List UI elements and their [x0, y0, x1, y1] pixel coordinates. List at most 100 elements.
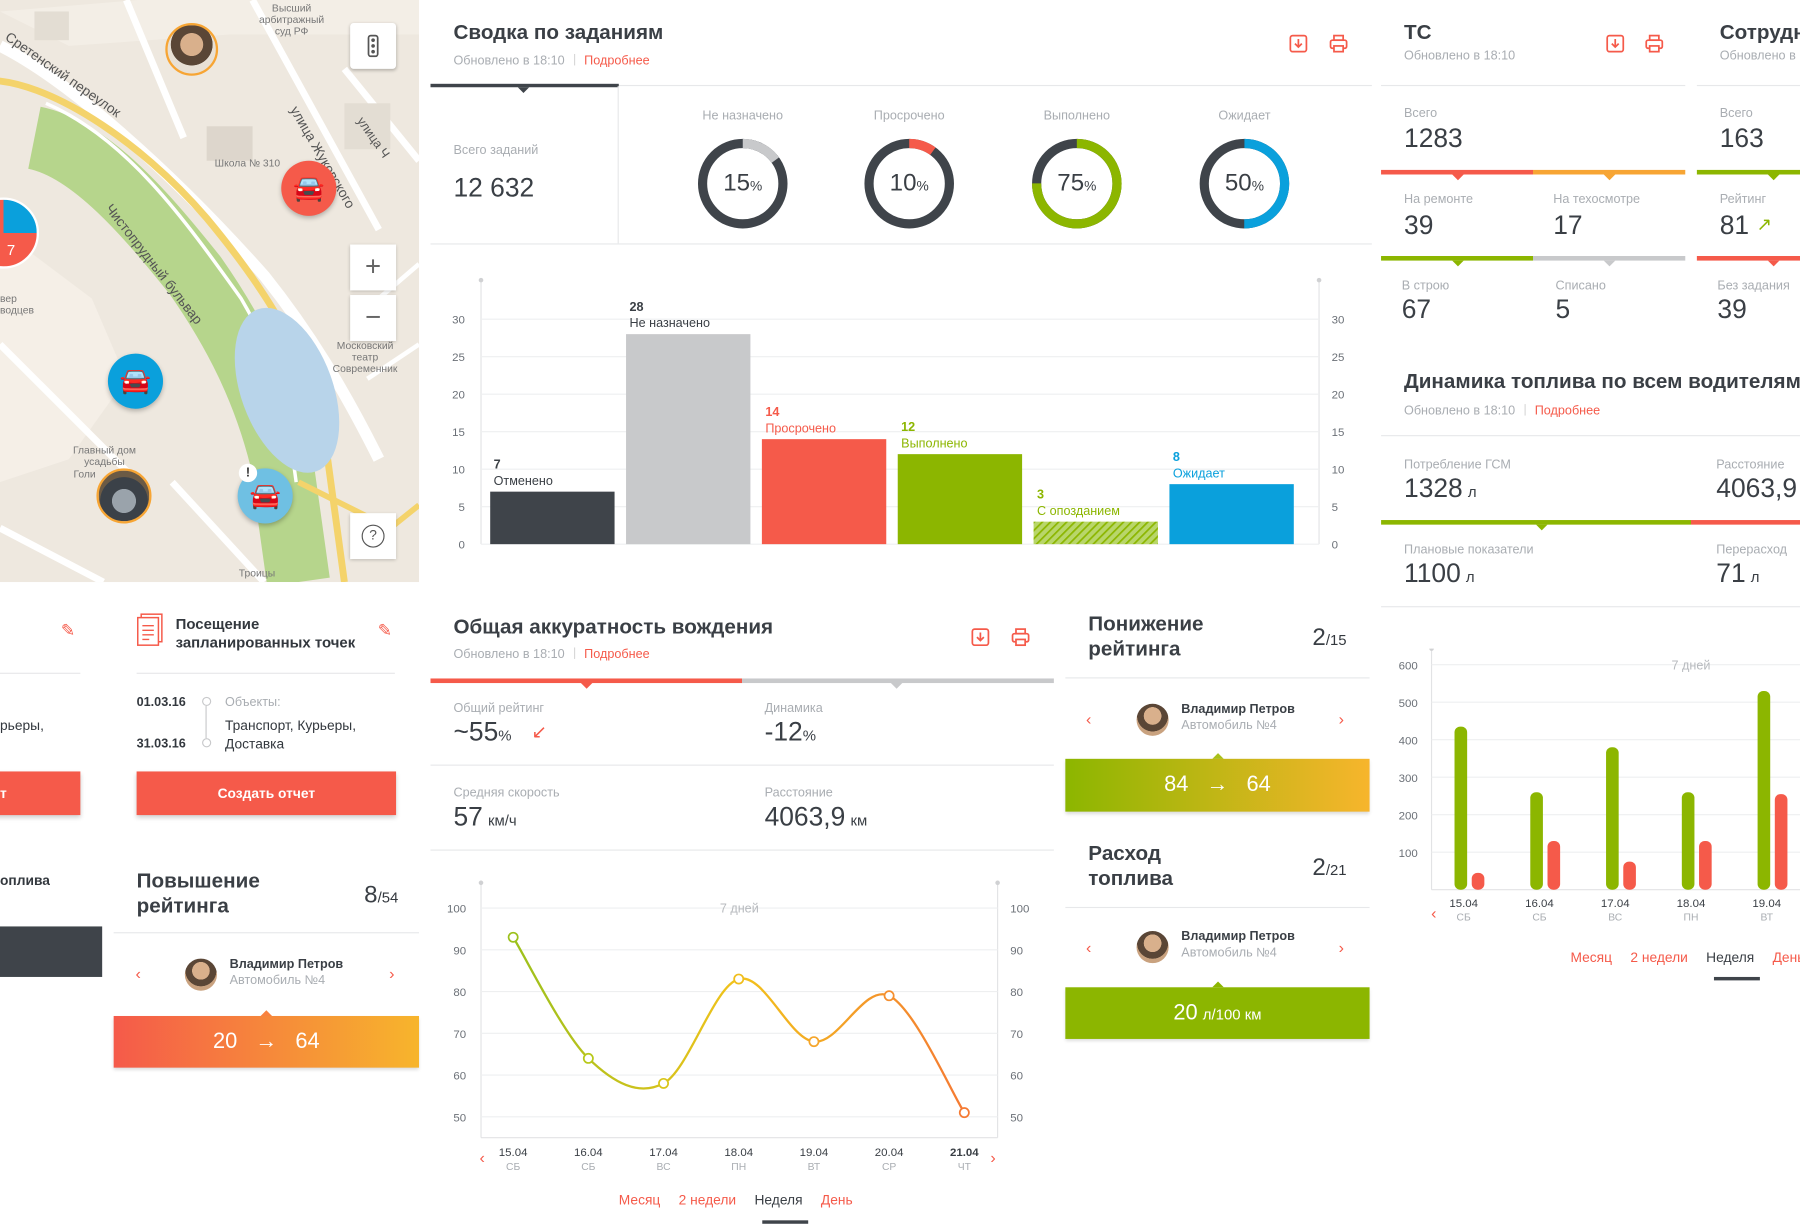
fuel-use-card: Расход топлива 2/21 ‹ Владимир Петров Авт…: [1065, 827, 1370, 1045]
map-canvas: [0, 0, 420, 583]
accuracy-bar: [430, 678, 1054, 684]
y-tick-label-right: 30: [1332, 315, 1345, 327]
traffic-light-icon: [367, 34, 379, 57]
fuel-bar-chart: 100 200 300 400 500 600 7 дней 15.04 СБ 16.04 СБ 17…: [1399, 648, 1800, 924]
y-tick-label: 70: [453, 1029, 466, 1041]
bar-green: [1530, 792, 1543, 890]
partial-button[interactable]: т: [0, 771, 81, 816]
prev-button[interactable]: ‹: [1086, 709, 1092, 728]
objects-label: Объекты:: [225, 695, 281, 710]
map-poi-label: Московский театр Современник: [332, 339, 398, 375]
data-point: [883, 990, 895, 1002]
card-title: Посещение запланированных точек: [176, 615, 356, 652]
active-tab-indicator: [430, 83, 619, 88]
x-day-label: СБ: [506, 1162, 520, 1173]
prev-button[interactable]: ‹: [1086, 937, 1092, 957]
y-tick-label-right: 0: [1332, 540, 1338, 552]
print-icon: [1011, 628, 1030, 647]
rating-from: 84: [1164, 772, 1189, 797]
help-button[interactable]: ?: [350, 513, 397, 560]
stat-unit: км: [850, 811, 868, 829]
stat-unit: км/ч: [487, 811, 517, 829]
card-title-line: Повышение: [136, 869, 260, 892]
vehicle-marker[interactable]: 🚘: [281, 160, 337, 216]
partial-card: ✎ рьеры, т оплива: [0, 597, 103, 987]
stat-label: Всего: [1719, 106, 1753, 121]
x-tick-label: 18.04: [1677, 898, 1706, 910]
bar-category-label: С опозданием: [1037, 504, 1120, 518]
vehicle-marker[interactable]: 🚘: [107, 353, 164, 409]
donut-label: Ожидает: [1218, 109, 1271, 123]
bar-category-label: Выполнено: [901, 436, 967, 450]
tab-2weeks[interactable]: 2 недели: [678, 1191, 737, 1208]
download-button[interactable]: [1288, 33, 1309, 54]
y-tick-label: 500: [1399, 698, 1418, 710]
download-button[interactable]: [970, 627, 991, 648]
print-button[interactable]: [1644, 33, 1665, 54]
print-button[interactable]: [1328, 33, 1349, 54]
download-button[interactable]: [1605, 33, 1626, 54]
rating-from: 20: [212, 1029, 238, 1054]
edit-icon[interactable]: ✎: [377, 621, 393, 641]
y-tick-label-right: 80: [1010, 987, 1023, 999]
tab-day[interactable]: День: [820, 1191, 853, 1208]
details-link[interactable]: Подробнее: [1534, 404, 1601, 418]
employees-panel: Сотрудники Обновлено в 18:10 Всего 163 Р…: [1696, 0, 1800, 344]
tab-month[interactable]: Месяц: [1570, 949, 1613, 966]
tab-month[interactable]: Месяц: [618, 1191, 661, 1208]
x-tick-label: 19.04: [1752, 898, 1781, 910]
y-tick-label-right: 25: [1332, 352, 1345, 364]
rating-to: 64: [295, 1029, 320, 1054]
donut-value: 50%: [1224, 169, 1264, 197]
stat-value: 1100 л: [1404, 558, 1475, 589]
y-tick-label: 600: [1399, 660, 1418, 672]
updated-text: Обновлено в 18:10: [1719, 49, 1800, 64]
stat-label: Расстояние: [764, 786, 833, 801]
next-button[interactable]: ›: [1338, 709, 1344, 728]
x-tick-label: 18.04: [724, 1147, 753, 1159]
panel-title: Общая аккуратность вождения: [453, 615, 774, 639]
next-button[interactable]: ›: [1338, 937, 1344, 957]
avatar: [1136, 703, 1169, 736]
y-tick-label: 20: [452, 390, 465, 402]
bar-category-label: Не назначено: [629, 316, 710, 330]
zoom-in-button[interactable]: +: [350, 244, 397, 291]
counter-value: 2: [1312, 624, 1326, 651]
print-button[interactable]: [1010, 627, 1031, 648]
bar-green: [1454, 726, 1468, 890]
tab-week[interactable]: Неделя: [754, 1191, 803, 1208]
donut-chart: [1032, 138, 1122, 229]
vehicle-photo-marker[interactable]: [96, 468, 152, 524]
data-point: [658, 1077, 669, 1089]
bar-value-label: 14: [765, 405, 779, 419]
period-tabs: Месяц 2 недели Неделя День: [619, 1189, 871, 1210]
donut-3: Ожидает 50%: [1187, 106, 1302, 232]
tab-day[interactable]: День: [1772, 949, 1800, 966]
donut-chart: [864, 138, 954, 229]
details-link[interactable]: Подробнее: [584, 53, 650, 68]
stat-label: На ремонте: [1404, 192, 1474, 207]
edit-icon[interactable]: ✎: [60, 621, 76, 641]
tab-week[interactable]: Неделя: [1706, 949, 1755, 966]
card-title-line: Посещение: [175, 615, 260, 633]
prev-button[interactable]: ‹: [135, 964, 141, 983]
counter-value: 8: [364, 881, 378, 909]
tab-2weeks[interactable]: 2 недели: [1630, 949, 1688, 966]
counter-total: /15: [1325, 631, 1347, 649]
x-tick-label: 17.04: [1601, 898, 1630, 910]
map[interactable]: Сретенский переулок улица Жуковского Чис…: [0, 0, 420, 583]
zoom-out-button[interactable]: −: [350, 295, 397, 341]
traffic-button[interactable]: [350, 22, 397, 69]
create-report-button[interactable]: Создать отчет: [136, 771, 397, 816]
x-day-label: ВТ: [1761, 913, 1774, 924]
y-tick-label: 15: [452, 427, 465, 439]
y-tick-label-right: 70: [1010, 1029, 1023, 1041]
stat-unit: л: [1465, 568, 1475, 586]
details-link[interactable]: Подробнее: [584, 647, 650, 662]
chevron-right-icon: ›: [990, 1149, 995, 1167]
card-title: Понижение рейтинга: [1088, 611, 1203, 662]
stat-value: -12%: [765, 716, 816, 747]
driver-marker[interactable]: [165, 22, 219, 76]
period-tabs: Месяц 2 недели Неделя День: [1570, 947, 1800, 968]
next-button[interactable]: ›: [389, 964, 395, 983]
